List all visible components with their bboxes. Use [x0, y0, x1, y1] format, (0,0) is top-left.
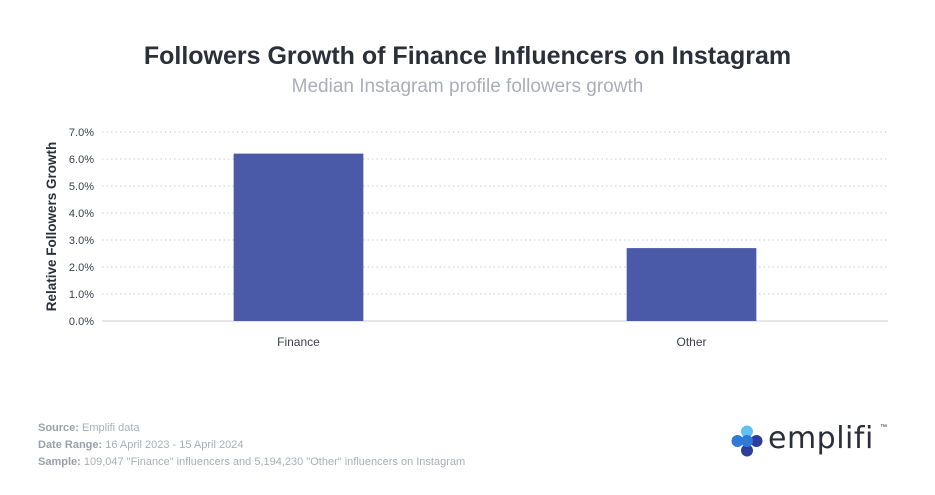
x-tick-label: Other: [676, 335, 706, 349]
chart-subtitle: Median Instagram profile followers growt…: [291, 76, 644, 97]
emplifi-logo-tm: ™: [880, 424, 887, 431]
y-tick-label: 4.0%: [69, 208, 94, 220]
y-tick-label: 7.0%: [69, 127, 94, 139]
emplifi-logo-text: emplifi: [768, 421, 874, 456]
footer-date-range: Date Range: 16 April 2023 - 15 April 202…: [38, 439, 244, 451]
footer-source: Source: Emplifi data: [38, 422, 140, 434]
y-tick-label: 0.0%: [69, 316, 94, 328]
y-axis-label: Relative Followers Growth: [44, 142, 59, 312]
y-tick-label: 6.0%: [69, 154, 94, 166]
emplifi-logo-icon: [731, 425, 763, 457]
y-tick-label: 1.0%: [69, 289, 94, 301]
emplifi-logo: emplifi ™: [730, 421, 890, 460]
bar-other: [626, 248, 757, 321]
y-tick-label: 3.0%: [69, 235, 94, 247]
bar-finance: [233, 153, 364, 321]
footer-sample: Sample: 109,047 "Finance" influencers an…: [38, 456, 466, 468]
y-tick-label: 2.0%: [69, 262, 94, 274]
footer-notes: Source: Emplifi data Date Range: 16 Apri…: [38, 420, 465, 471]
chart-title: Followers Growth of Finance Influencers …: [143, 42, 792, 70]
x-tick-label: Finance: [277, 335, 320, 349]
y-tick-label: 5.0%: [69, 181, 94, 193]
